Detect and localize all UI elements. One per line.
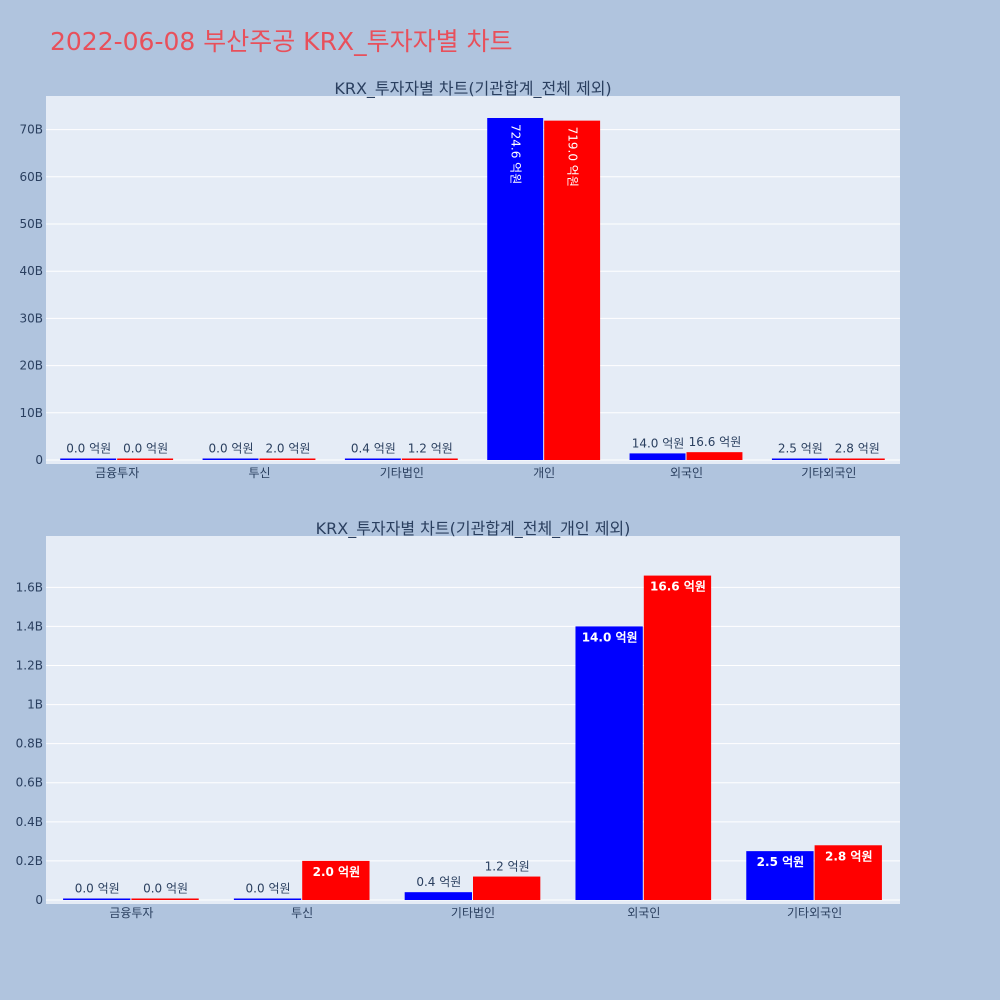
bar (544, 120, 601, 460)
x-tick-label: 금융투자 (109, 906, 153, 920)
bar (131, 898, 199, 900)
data-label: 0.0 억원 (66, 442, 111, 456)
data-label: 0.0 억원 (75, 882, 120, 896)
y-tick-label: 1B (27, 698, 43, 712)
bar (60, 458, 117, 460)
bar (487, 118, 544, 460)
data-label: 2.0 억원 (313, 865, 361, 879)
bar (629, 453, 686, 460)
chart-title: KRX_투자자별 차트(기관합계_전체 제외) (334, 79, 611, 99)
y-tick-label: 1.6B (16, 580, 43, 594)
plot-area (46, 96, 900, 464)
x-tick-label: 외국인 (627, 906, 660, 920)
y-tick-label: 0 (35, 453, 43, 467)
bar (63, 898, 131, 900)
page-title: 2022-06-08 부산주공 KRX_투자자별 차트 (50, 27, 513, 56)
y-tick-label: 0.6B (16, 776, 43, 790)
bar (814, 845, 882, 900)
data-label: 16.6 억원 (689, 435, 742, 449)
data-label: 0.0 억원 (246, 882, 291, 896)
x-tick-label: 기타법인 (380, 466, 424, 480)
y-tick-label: 40B (19, 264, 43, 278)
x-tick-label: 투신 (248, 466, 270, 480)
data-label: 16.6 억원 (650, 580, 706, 594)
x-tick-label: 개인 (533, 466, 555, 480)
bar (117, 458, 174, 460)
data-label: 2.8 억원 (825, 849, 873, 863)
chart-2: 0 0.2B 0.4B 0.6B 0.8B 1B 1.2B 1.4B 1.6B KRX_투자자별 … (16, 519, 900, 920)
data-label: 0.0 억원 (143, 882, 188, 896)
y-tick-label: 70B (19, 123, 43, 137)
y-tick-label: 10B (19, 406, 43, 420)
data-label: 719.0 억원 (566, 127, 580, 187)
data-label: 14.0 억원 (582, 630, 638, 644)
data-label: 0.0 억원 (209, 442, 254, 456)
bar (473, 876, 541, 900)
y-tick-label: 30B (19, 311, 43, 325)
bar (302, 860, 370, 900)
x-tick-label: 투신 (291, 906, 313, 920)
bar (575, 626, 643, 900)
data-label: 2.5 억원 (757, 855, 805, 869)
data-label: 0.4 억원 (351, 442, 396, 456)
y-tick-label: 0.4B (16, 815, 43, 829)
bar (202, 458, 259, 460)
bar (404, 892, 472, 900)
y-tick-label: 20B (19, 359, 43, 373)
y-tick-label: 0.8B (16, 737, 43, 751)
bar (401, 458, 458, 460)
plot-area (46, 536, 900, 904)
x-tick-label: 기타법인 (451, 906, 495, 920)
bar (233, 898, 302, 900)
bar (828, 458, 885, 460)
bar (686, 452, 743, 460)
y-tick-label: 1.4B (16, 619, 43, 633)
data-label: 2.5 억원 (778, 442, 823, 456)
y-tick-label: 60B (19, 170, 43, 184)
y-tick-label: 0.2B (16, 854, 43, 868)
y-tick-label: 0 (35, 893, 43, 907)
x-tick-label: 외국인 (670, 466, 703, 480)
data-label: 2.8 억원 (835, 442, 880, 456)
bar (344, 458, 401, 460)
chart-title: KRX_투자자별 차트(기관합계_전체_개인 제외) (316, 519, 631, 539)
chart-1: 0 10B 20B 30B 40B 50B 60B 70B KRX_투자자별 차트(기관합계_전… (19, 79, 900, 480)
x-tick-label: 기타외국인 (787, 906, 842, 920)
bar (771, 458, 828, 460)
data-label: 0.0 억원 (123, 442, 168, 456)
x-tick-label: 금융투자 (95, 466, 139, 480)
bar (259, 458, 316, 460)
x-tick-label: 기타외국인 (801, 466, 856, 480)
data-label: 14.0 억원 (632, 436, 685, 450)
bar (643, 575, 712, 900)
data-label: 2.0 억원 (265, 442, 310, 456)
data-label: 724.6 억원 (509, 124, 523, 184)
data-label: 0.4 억원 (416, 875, 461, 889)
y-tick-label: 50B (19, 217, 43, 231)
data-label: 1.2 억원 (485, 860, 530, 874)
bar (746, 851, 814, 900)
data-label: 1.2 억원 (408, 442, 453, 456)
y-tick-label: 1.2B (16, 658, 43, 672)
